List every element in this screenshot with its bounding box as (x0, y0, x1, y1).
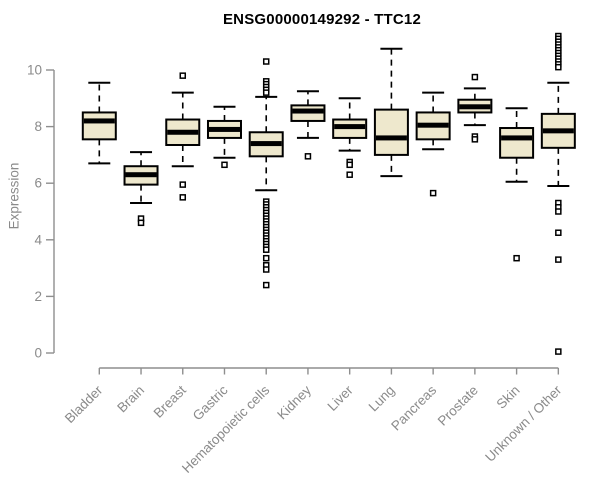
y-tick-label: 2 (34, 289, 42, 304)
chart-title: ENSG00000149292 - TTC12 (222, 11, 422, 28)
x-tick-label-lung: Lung (366, 383, 398, 415)
x-tick-label-breast: Breast (151, 382, 189, 420)
x-tick-label-brain: Brain (114, 383, 147, 416)
outlier-point (262, 58, 270, 65)
median-line (250, 141, 282, 147)
outlier-point (179, 194, 187, 201)
x-tick-label-skin: Skin (494, 383, 523, 412)
x-tick-label-gastric: Gastric (190, 382, 231, 423)
box-gastric (206, 105, 242, 169)
outlier-point (513, 254, 520, 262)
median-line (125, 172, 157, 178)
outlier-point (304, 153, 312, 160)
y-tick-label: 6 (34, 176, 42, 191)
outlier-point (262, 266, 270, 273)
y-tick-label: 8 (34, 119, 42, 134)
outlier-point (262, 89, 270, 96)
median-line (167, 129, 199, 135)
median-line (417, 122, 449, 128)
box-brain (123, 151, 159, 227)
box-breast (165, 72, 201, 201)
box-kidney (290, 90, 326, 160)
x-tick-label-liver: Liver (325, 382, 357, 414)
outlier-point (262, 281, 270, 289)
median-line (375, 135, 407, 141)
box-liver (332, 97, 368, 178)
x-tick-label-prostate: Prostate (435, 383, 481, 429)
outlier-point (471, 136, 479, 143)
outlier-point (429, 189, 437, 197)
outlier-point (555, 229, 562, 236)
box-prostate (457, 73, 493, 143)
outlier-point (179, 181, 187, 188)
box-unknown-other (540, 32, 576, 355)
median-line (501, 135, 533, 141)
median-line (542, 128, 574, 134)
iqr-box (499, 127, 535, 159)
outlier-point (179, 72, 187, 79)
box-lung (373, 47, 409, 178)
outlier-point (137, 219, 145, 227)
outlier-point (555, 208, 562, 215)
outlier-point (555, 63, 562, 71)
box-pancreas (415, 91, 451, 197)
outlier-point (262, 254, 270, 262)
median-line (292, 108, 324, 114)
box-skin (499, 107, 535, 262)
box-bladder (81, 81, 117, 165)
outlier-point (555, 348, 562, 355)
y-tick-label: 4 (34, 232, 42, 247)
median-line (459, 104, 491, 110)
y-axis-title: Expression (6, 162, 22, 230)
x-tick-label-kidney: Kidney (274, 382, 314, 422)
iqr-box (373, 108, 409, 156)
median-line (334, 124, 366, 130)
outlier-point (346, 171, 353, 178)
y-tick-label: 0 (34, 346, 42, 361)
x-tick-label-bladder: Bladder (62, 382, 106, 426)
outlier-point (346, 161, 353, 169)
outlier-point (221, 161, 228, 169)
outlier-point (471, 73, 479, 81)
x-tick-label-unknown-other: Unknown / Other (482, 382, 565, 465)
x-tick-label-pancreas: Pancreas (388, 382, 439, 433)
median-line (83, 118, 115, 124)
median-line (208, 126, 240, 132)
outlier-point (262, 246, 270, 253)
outlier-point (555, 256, 562, 263)
iqr-box (81, 111, 117, 141)
y-tick-label: 10 (27, 63, 42, 78)
box-hematopoietic-cells (248, 58, 284, 289)
